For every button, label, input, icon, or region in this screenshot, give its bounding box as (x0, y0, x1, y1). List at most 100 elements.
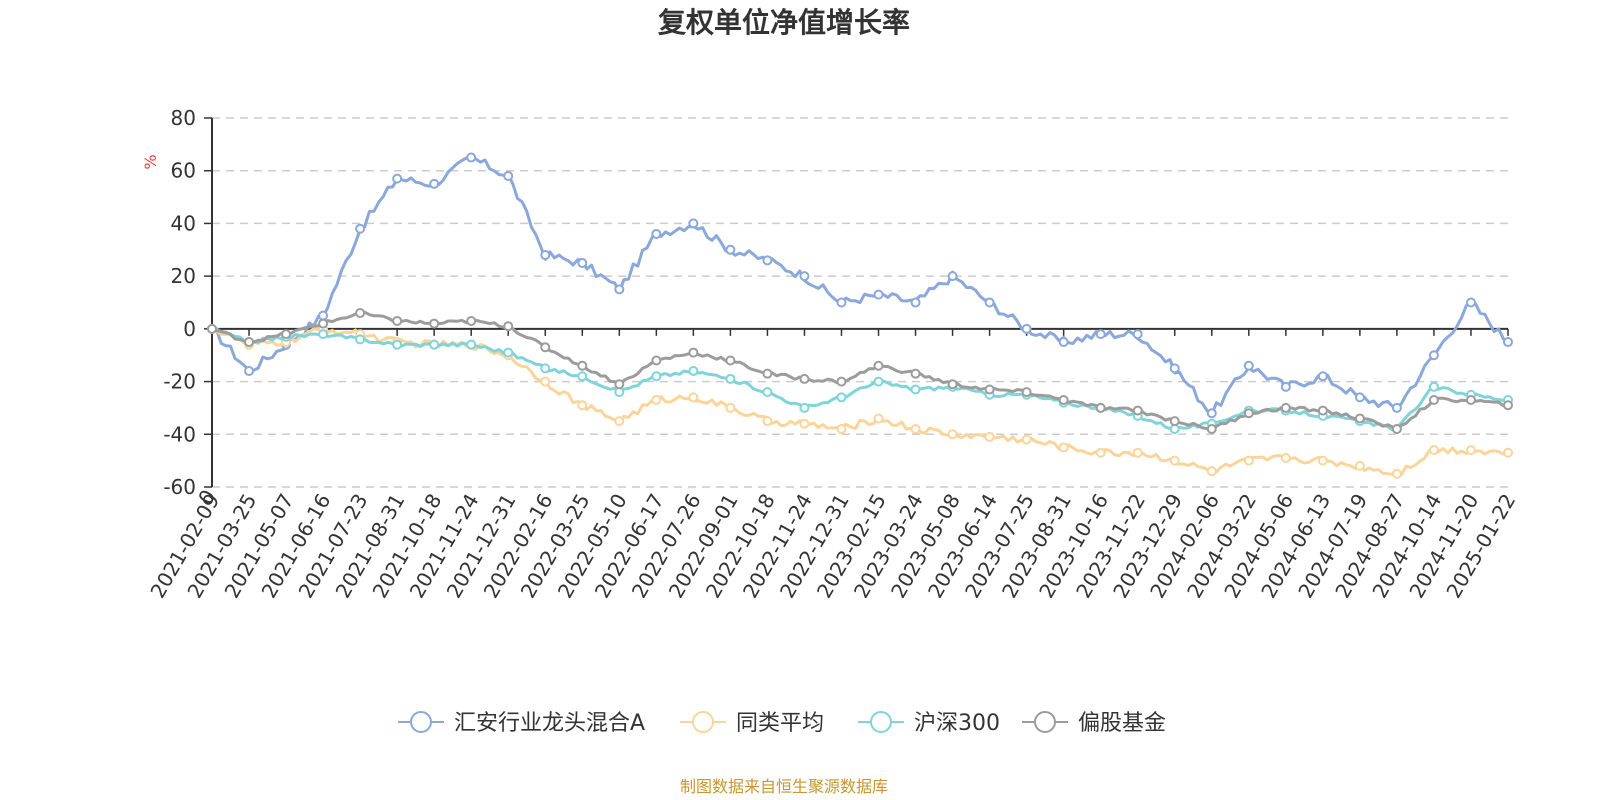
series-2-point (1280, 453, 1291, 464)
series-1-point (466, 152, 477, 163)
series-4-point (1465, 395, 1476, 406)
series-4-point (836, 376, 847, 387)
series-3-point (318, 329, 329, 340)
series-1-point (1465, 297, 1476, 308)
y-tick-label: 40 (171, 211, 196, 235)
series-1-point (1206, 408, 1217, 419)
series-1-point (503, 170, 514, 181)
grid-lines (212, 117, 1508, 488)
series-3-point (873, 376, 884, 387)
series-3-point (1169, 424, 1180, 435)
series-3-point (392, 339, 403, 350)
series-4-point (429, 318, 440, 329)
legend-label: 偏股基金 (1078, 711, 1166, 736)
series-4-point (762, 368, 773, 379)
series-1-point (540, 250, 551, 261)
series-2-point (836, 424, 847, 435)
series-3-point (577, 371, 588, 382)
legend-label: 汇安行业龙头混合A (454, 711, 645, 736)
series-1-point (836, 297, 847, 308)
series-1-point (614, 284, 625, 295)
series-4-point (466, 315, 477, 326)
series-4-point (725, 355, 736, 366)
series-4-point (1095, 402, 1106, 413)
legend-marker (870, 711, 892, 733)
series-4-point (1280, 402, 1291, 413)
y-tick-label: -60 (163, 475, 196, 499)
y-tick-label: 20 (171, 264, 196, 288)
series-3-point (466, 339, 477, 350)
axes: 806040200-20-40-6002021-02-092021-03-252… (145, 106, 1520, 602)
series-2-point (910, 424, 921, 435)
series-1-point (577, 257, 588, 268)
series-4-point (1391, 424, 1402, 435)
series-1-point (1021, 323, 1032, 334)
legend-item: 偏股基金 (1022, 711, 1166, 736)
series-4-point (984, 384, 995, 395)
series-4-point (614, 379, 625, 390)
series-2-point (1317, 455, 1328, 466)
legend-label: 同类平均 (736, 711, 824, 736)
series-4-point (392, 315, 403, 326)
legend: 汇安行业龙头混合A 同类平均 沪深300 偏股基金 (398, 711, 1166, 736)
series-2-point (1206, 466, 1217, 477)
series-1-point (947, 271, 958, 282)
series-4-line (211, 310, 1509, 432)
series-2-line (211, 326, 1509, 476)
series-2-point (1503, 447, 1513, 458)
series-4-point (244, 337, 255, 348)
series-1-point (244, 366, 255, 377)
series-3-point (614, 387, 625, 398)
legend-marker (410, 711, 432, 733)
y-tick-label: 0 (183, 317, 196, 341)
series-4-point (1354, 413, 1365, 424)
series-2-point (1243, 455, 1254, 466)
series-1-point (799, 271, 810, 282)
series-1-point (1428, 350, 1439, 361)
y-tick-label: -40 (163, 422, 196, 446)
legend-label: 沪深300 (914, 711, 1000, 736)
series-3-point (725, 373, 736, 384)
series-4-point (503, 321, 514, 332)
series-lines (207, 152, 1513, 479)
series-3-point (799, 402, 810, 413)
series-2-point (651, 395, 662, 406)
series-3-point (540, 363, 551, 374)
chart-title: 复权单位净值增长率 (658, 6, 910, 39)
series-4-point (318, 318, 329, 329)
y-axis-unit-label: % (141, 154, 160, 169)
series-2-point (984, 431, 995, 442)
series-1-point (1169, 363, 1180, 374)
series-2-point (1169, 455, 1180, 466)
series-3-point (910, 384, 921, 395)
series-1-point (1058, 337, 1069, 348)
series-2-point (540, 376, 551, 387)
series-1-point (688, 218, 699, 229)
series-1-point (429, 178, 440, 189)
series-3-point (355, 334, 366, 345)
series-4-point (281, 329, 292, 340)
series-3-point (762, 387, 773, 398)
series-2-point (577, 400, 588, 411)
series-4-point (1503, 400, 1513, 411)
series-4-point (1206, 424, 1217, 435)
series-2-point (873, 413, 884, 424)
series-4-point (651, 355, 662, 366)
series-2-point (799, 418, 810, 429)
series-3-point (503, 347, 514, 358)
series-1-point (1243, 360, 1254, 371)
legend-item: 沪深300 (858, 711, 1000, 736)
series-3-point (1428, 381, 1439, 392)
series-4-point (207, 323, 217, 334)
series-4-point (1021, 387, 1032, 398)
series-1-point (725, 244, 736, 255)
series-4-point (1058, 395, 1069, 406)
series-4-point (1428, 395, 1439, 406)
series-4-point (873, 360, 884, 371)
series-2-point (1132, 447, 1143, 458)
legend-item: 汇安行业龙头混合A (398, 711, 645, 736)
series-2-point (1428, 445, 1439, 456)
series-1-line (210, 154, 1509, 417)
series-2-point (688, 392, 699, 403)
